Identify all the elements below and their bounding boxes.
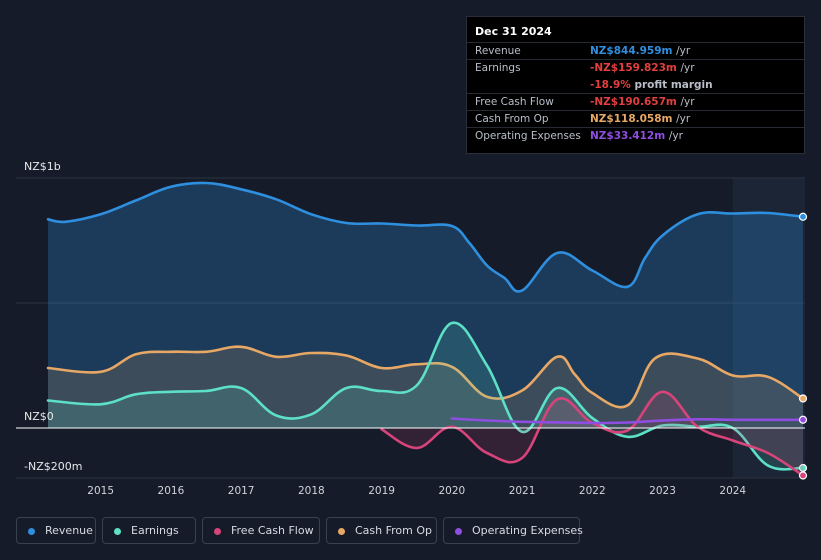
- tooltip-value: NZ$844.959m: [590, 45, 673, 57]
- y-tick-label: NZ$0: [24, 410, 54, 423]
- tooltip-label: Free Cash Flow: [475, 96, 554, 108]
- x-tick-label: 2016: [158, 485, 185, 497]
- tooltip-value: NZ$33.412m: [590, 130, 666, 142]
- tooltip-value: -NZ$159.823m: [590, 62, 677, 74]
- operating-expenses-line: [450, 417, 805, 425]
- revenue-area: [48, 182, 803, 428]
- tooltip-unit: /yr: [680, 96, 695, 108]
- tooltip-label: Cash From Op: [475, 113, 549, 125]
- legend-dot-icon: [338, 528, 345, 535]
- revenue-end-marker: [798, 212, 808, 221]
- tooltip-row-free-cash-flow: Free Cash Flow -NZ$190.657m /yr: [467, 93, 804, 111]
- legend-item-revenue[interactable]: Revenue: [16, 517, 96, 544]
- y-tick-label: -NZ$200m: [24, 460, 82, 473]
- cash-from-op-end-marker: [798, 394, 808, 403]
- earnings-area: [48, 322, 803, 470]
- tooltip-row-operating-expenses: Operating Expenses NZ$33.412m /yr: [467, 127, 804, 145]
- free-cash-flow-end-marker: [798, 471, 808, 480]
- legend-item-cash-from-op[interactable]: Cash From Op: [326, 517, 437, 544]
- legend-dot-icon: [455, 528, 462, 535]
- tooltip-value: -18.9%: [590, 79, 631, 91]
- tooltip-unit: /yr: [676, 45, 691, 57]
- earnings-line: [46, 321, 805, 471]
- x-tick-label: 2024: [719, 485, 746, 497]
- tooltip-row-profit-margin: -18.9% profit margin: [467, 76, 804, 94]
- legend-label: Operating Expenses: [472, 524, 583, 537]
- operating-expenses-end-marker: [798, 415, 808, 424]
- cash-from-op-area: [48, 346, 803, 428]
- tooltip-unit: profit margin: [634, 79, 713, 91]
- legend-label: Revenue: [45, 524, 93, 537]
- tooltip-label: Earnings: [475, 62, 521, 74]
- tooltip-unit: /yr: [668, 130, 683, 142]
- legend-item-earnings[interactable]: Earnings: [102, 517, 196, 544]
- financial-history-chart: NZ$1b NZ$0 -NZ$200m 2015 2016 2017 2018 2019 202…: [16, 160, 808, 497]
- tooltip-label: Revenue: [475, 45, 521, 57]
- tooltip-value: -NZ$190.657m: [590, 96, 677, 108]
- tooltip-row-revenue: Revenue NZ$844.959m /yr: [467, 42, 804, 60]
- legend-item-operating-expenses[interactable]: Operating Expenses: [443, 517, 583, 544]
- tooltip-row-earnings: Earnings -NZ$159.823m /yr: [467, 59, 804, 77]
- tooltip-date: Dec 31 2024: [475, 25, 552, 38]
- legend-label: Earnings: [131, 524, 179, 537]
- y-tick-label: NZ$1b: [24, 160, 61, 173]
- legend-label: Free Cash Flow: [231, 524, 314, 537]
- tooltip-row-cash-from-op: Cash From Op NZ$118.058m /yr: [467, 110, 804, 128]
- legend-label: Cash From Op: [355, 524, 433, 537]
- x-tick-label: 2017: [228, 485, 255, 497]
- tooltip-value: NZ$118.058m: [590, 113, 673, 125]
- cash-from-op-line: [46, 345, 805, 409]
- legend-item-free-cash-flow[interactable]: Free Cash Flow: [202, 517, 320, 544]
- x-tick-label: 2018: [298, 485, 325, 497]
- x-tick-label: 2015: [87, 485, 114, 497]
- x-tick-label: 2021: [509, 485, 536, 497]
- revenue-line: [46, 181, 805, 293]
- tooltip-panel: Dec 31 2024 Revenue NZ$844.959m /yr Earn…: [466, 16, 805, 154]
- tooltip-unit: /yr: [680, 62, 695, 74]
- x-tick-label: 2023: [649, 485, 676, 497]
- x-tick-label: 2020: [438, 485, 465, 497]
- x-tick-label: 2019: [368, 485, 395, 497]
- tooltip-label: Operating Expenses: [475, 130, 581, 142]
- tooltip-unit: /yr: [676, 113, 691, 125]
- x-tick-label: 2022: [579, 485, 606, 497]
- legend-dot-icon: [114, 528, 121, 535]
- legend-dot-icon: [28, 528, 35, 535]
- legend-dot-icon: [214, 528, 221, 535]
